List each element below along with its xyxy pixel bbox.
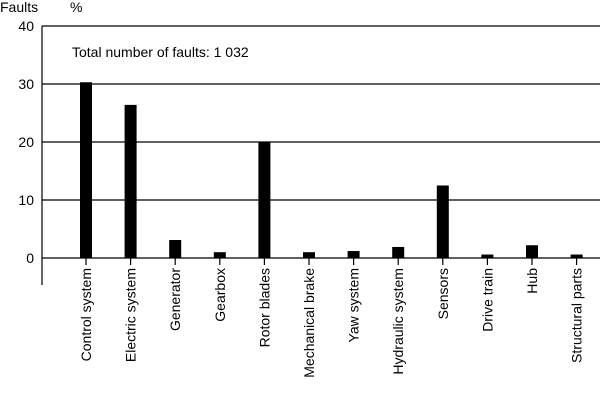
bar: [213, 252, 226, 258]
y-tick-label: 20: [18, 134, 34, 150]
bar: [80, 82, 92, 258]
annotation: Total number of faults: 1 032: [72, 44, 249, 60]
y-tick-label: 0: [26, 250, 34, 266]
x-tick-label: Rotor blades: [256, 268, 272, 347]
x-tick-label: Electric system: [123, 268, 139, 362]
y-axis-unit: %: [70, 0, 82, 15]
x-tick-label: Generator: [167, 268, 183, 331]
x-tick-label: Sensors: [435, 268, 451, 319]
y-tick-label: 30: [18, 76, 34, 92]
bar: [570, 254, 583, 258]
y-tick-label: 40: [18, 18, 34, 34]
bar: [347, 251, 360, 258]
x-tick-label: Hub: [524, 268, 540, 294]
x-tick-label: Gearbox: [212, 268, 228, 322]
x-tick-label: Drive train: [479, 268, 495, 332]
y-tick-label: 10: [18, 192, 34, 208]
bar: [124, 104, 137, 258]
bar: [303, 252, 315, 258]
bar: [436, 185, 449, 258]
x-tick-label: Mechanical brake: [301, 268, 317, 378]
bar: [392, 246, 405, 258]
x-tick-label: Structural parts: [569, 268, 585, 363]
bar: [258, 142, 271, 258]
y-axis-label: Faults: [0, 0, 38, 15]
bar: [526, 245, 538, 258]
x-tick-label: Hydraulic system: [390, 268, 406, 375]
x-tick-label: Yaw system: [346, 268, 362, 342]
x-tick-label: Control system: [78, 268, 94, 361]
bar: [169, 240, 182, 258]
bar: [481, 254, 494, 258]
